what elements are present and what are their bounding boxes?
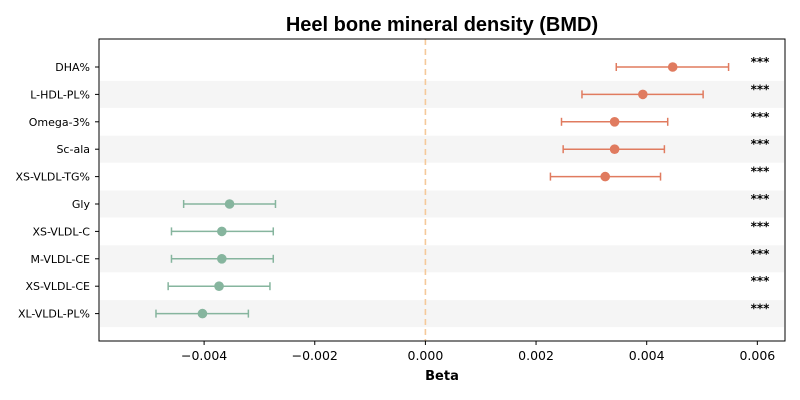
y-axis: DHA% L-HDL-PL% Omega-3% Sc-ala XS-VLDL-TG% Gl…: [15, 61, 99, 321]
y-tick-label: Gly: [72, 198, 91, 211]
x-axis: −0.004 −0.002 0.000 0.002 0.004 0.006: [181, 341, 775, 363]
point-estimate: [197, 308, 208, 319]
x-tick-label: −0.004: [181, 348, 227, 363]
point-estimate: [217, 253, 227, 264]
point-estimate: [214, 281, 224, 292]
y-tick-label: XS-VLDL-CE: [25, 280, 90, 293]
significance-label: ***: [751, 219, 771, 233]
significance-label: ***: [751, 55, 771, 69]
x-tick-label: 0.002: [518, 348, 554, 363]
x-tick-label: 0.000: [408, 348, 444, 363]
significance-label: ***: [751, 192, 771, 206]
significance-label: ***: [751, 247, 771, 261]
significance-label: ***: [751, 302, 771, 316]
significance-label: ***: [751, 165, 771, 179]
y-tick-label: Omega-3%: [29, 116, 90, 129]
x-tick-label: −0.002: [292, 348, 338, 363]
x-axis-label: Beta: [425, 369, 459, 384]
data-marks: *** *** *** *** *** *** *** *** *** ***: [155, 55, 771, 319]
chart-title: Heel bone mineral density (BMD): [286, 14, 598, 36]
plot-frame: [98, 38, 786, 342]
significance-label: ***: [751, 274, 771, 288]
significance-label: ***: [751, 137, 771, 151]
row-shade: [100, 135, 784, 163]
y-tick-label: Sc-ala: [56, 143, 90, 156]
point-estimate: [609, 117, 620, 127]
x-tick-label: 0.006: [739, 348, 775, 363]
y-tick-label: DHA%: [55, 61, 90, 74]
point-estimate: [217, 226, 227, 237]
point-estimate: [667, 62, 678, 72]
point-estimate: [638, 89, 648, 100]
y-tick-label: XS-VLDL-TG%: [15, 171, 90, 184]
point-estimate: [224, 199, 235, 209]
y-tick-label: L-HDL-PL%: [30, 88, 90, 101]
point-estimate: [600, 171, 611, 182]
x-tick-label: 0.004: [629, 348, 665, 363]
significance-label: ***: [751, 110, 771, 124]
point-estimate: [609, 144, 620, 154]
y-tick-label: M-VLDL-CE: [31, 253, 91, 266]
significance-label: ***: [751, 82, 771, 96]
y-tick-label: XS-VLDL-C: [32, 225, 90, 238]
y-tick-label: XL-VLDL-PL%: [18, 308, 90, 321]
